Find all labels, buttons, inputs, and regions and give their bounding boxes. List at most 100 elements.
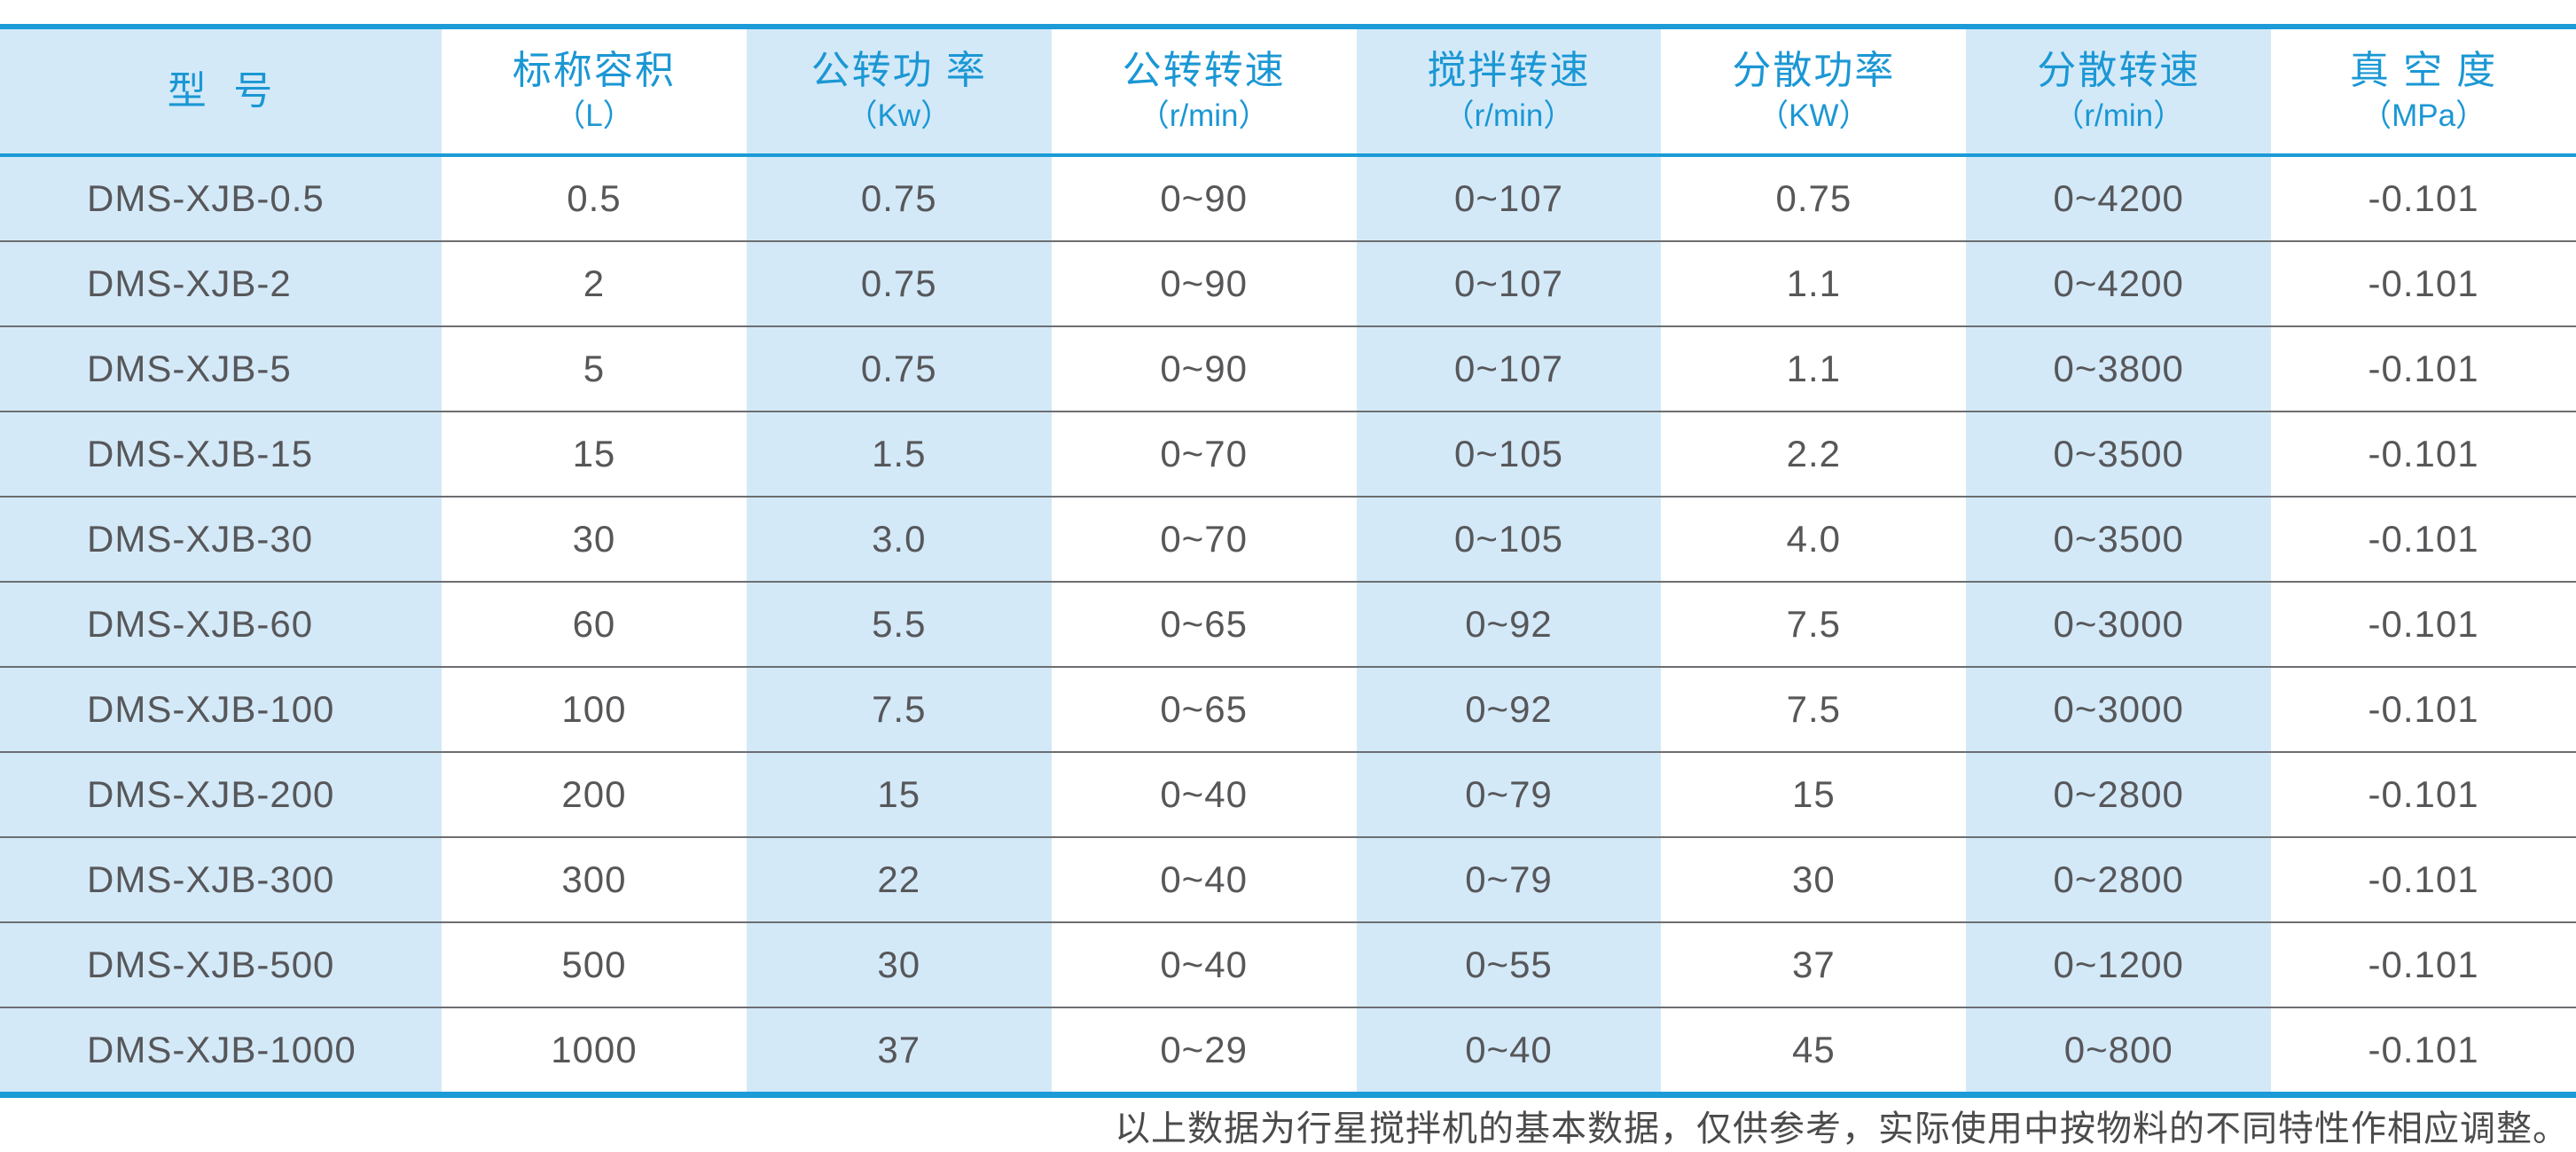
column-header-revolution-power: 公转功 率 （Kw） [746,29,1052,153]
column-header-unit: （L） [554,98,634,133]
cell-stirring-speed: 0~79 [1356,838,1662,921]
cell-nominal-volume: 1000 [442,1008,747,1092]
column-header-unit: （Kw） [846,98,952,133]
cell-stirring-speed: 0~92 [1356,668,1662,751]
table-body: DMS-XJB-0.5 0.5 0.75 0~90 0~107 0.75 0~4200 -0.… [0,157,2576,1092]
column-header-label: 公转功 率 [810,48,987,92]
cell-revolution-speed: 0~65 [1051,583,1357,666]
footnote: 以上数据为行星搅拌机的基本数据，仅供参考，实际使用中按物料的不同特性作相应调整。 [1115,1109,2569,1149]
cell-revolution-speed: 0~40 [1051,923,1357,1007]
cell-vacuum: -0.101 [2271,753,2576,836]
cell-vacuum: -0.101 [2271,583,2576,666]
cell-nominal-volume: 0.5 [442,157,747,240]
table-row: DMS-XJB-15 15 1.5 0~70 0~105 2.2 0~3500 -0.101 [0,411,2576,496]
cell-vacuum: -0.101 [2271,923,2576,1007]
column-header-stirring-speed: 搅拌转速 （r/min） [1356,29,1662,153]
cell-dispersion-power: 15 [1661,753,1967,836]
cell-vacuum: -0.101 [2271,1008,2576,1092]
column-header-unit: （r/min） [1138,98,1270,133]
cell-vacuum: -0.101 [2271,412,2576,496]
cell-revolution-power: 30 [746,923,1052,1007]
cell-dispersion-power: 4.0 [1661,498,1967,581]
column-header-vacuum: 真 空 度 （MPa） [2271,29,2576,153]
column-header-unit: （r/min） [2053,98,2185,133]
cell-dispersion-power: 2.2 [1661,412,1967,496]
cell-model: DMS-XJB-1000 [0,1008,442,1092]
cell-nominal-volume: 30 [442,498,747,581]
cell-revolution-speed: 0~70 [1051,412,1357,496]
cell-dispersion-power: 0.75 [1661,157,1967,240]
cell-dispersion-power: 1.1 [1661,242,1967,325]
column-header-model: 型 号 [0,29,442,153]
cell-vacuum: -0.101 [2271,157,2576,240]
cell-nominal-volume: 200 [442,753,747,836]
cell-model: DMS-XJB-15 [0,412,442,496]
cell-model: DMS-XJB-200 [0,753,442,836]
cell-dispersion-speed: 0~3000 [1966,583,2272,666]
cell-stirring-speed: 0~55 [1356,923,1662,1007]
cell-dispersion-speed: 0~1200 [1966,923,2272,1007]
column-header-label: 公转转速 [1122,48,1286,92]
table-top-border [0,24,2576,29]
cell-revolution-speed: 0~29 [1051,1008,1357,1092]
cell-model: DMS-XJB-300 [0,838,442,921]
cell-nominal-volume: 60 [442,583,747,666]
cell-vacuum: -0.101 [2271,838,2576,921]
cell-revolution-speed: 0~40 [1051,753,1357,836]
cell-revolution-power: 15 [746,753,1052,836]
cell-stirring-speed: 0~105 [1356,498,1662,581]
column-header-unit: （KW） [1758,98,1870,133]
cell-dispersion-speed: 0~3500 [1966,412,2272,496]
cell-stirring-speed: 0~40 [1356,1008,1662,1092]
cell-model: DMS-XJB-60 [0,583,442,666]
column-header-nominal-volume: 标称容积 （L） [442,29,747,153]
column-header-unit: （MPa） [2361,98,2487,133]
cell-stirring-speed: 0~79 [1356,753,1662,836]
cell-vacuum: -0.101 [2271,327,2576,411]
table-header-row: 型 号 标称容积 （L） 公转功 率 （Kw） 公转转速 （r/min） 搅拌转速 （r/min… [0,29,2576,153]
column-header-label: 分散转速 [2037,48,2201,92]
cell-stirring-speed: 0~107 [1356,157,1662,240]
column-header-label: 分散功率 [1732,48,1896,92]
cell-nominal-volume: 5 [442,327,747,411]
cell-revolution-power: 0.75 [746,157,1052,240]
cell-dispersion-power: 30 [1661,838,1967,921]
cell-dispersion-power: 7.5 [1661,668,1967,751]
column-header-label: 标称容积 [512,48,676,92]
cell-dispersion-speed: 0~800 [1966,1008,2272,1092]
table-bottom-border [0,1092,2576,1098]
cell-revolution-speed: 0~90 [1051,157,1357,240]
cell-nominal-volume: 300 [442,838,747,921]
column-header-revolution-speed: 公转转速 （r/min） [1051,29,1357,153]
table-row: DMS-XJB-500 500 30 0~40 0~55 37 0~1200 -0.101 [0,921,2576,1007]
column-header-dispersion-speed: 分散转速 （r/min） [1966,29,2272,153]
cell-revolution-speed: 0~65 [1051,668,1357,751]
header-separator [0,153,2576,157]
cell-model: DMS-XJB-30 [0,498,442,581]
cell-nominal-volume: 500 [442,923,747,1007]
spec-table: 型 号 标称容积 （L） 公转功 率 （Kw） 公转转速 （r/min） 搅拌转速 （r/min… [0,24,2576,1098]
cell-dispersion-power: 7.5 [1661,583,1967,666]
cell-dispersion-speed: 0~3500 [1966,498,2272,581]
cell-nominal-volume: 100 [442,668,747,751]
column-header-label: 型 号 [167,68,275,113]
cell-nominal-volume: 2 [442,242,747,325]
cell-dispersion-speed: 0~4200 [1966,157,2272,240]
cell-stirring-speed: 0~92 [1356,583,1662,666]
cell-dispersion-speed: 0~4200 [1966,242,2272,325]
cell-vacuum: -0.101 [2271,668,2576,751]
cell-model: DMS-XJB-2 [0,242,442,325]
cell-vacuum: -0.101 [2271,242,2576,325]
column-header-dispersion-power: 分散功率 （KW） [1661,29,1967,153]
cell-revolution-speed: 0~90 [1051,242,1357,325]
cell-stirring-speed: 0~107 [1356,327,1662,411]
cell-vacuum: -0.101 [2271,498,2576,581]
cell-dispersion-speed: 0~3800 [1966,327,2272,411]
cell-revolution-power: 3.0 [746,498,1052,581]
table-row: DMS-XJB-0.5 0.5 0.75 0~90 0~107 0.75 0~4200 -0.… [0,157,2576,240]
cell-model: DMS-XJB-0.5 [0,157,442,240]
cell-revolution-power: 7.5 [746,668,1052,751]
table-row: DMS-XJB-30 30 3.0 0~70 0~105 4.0 0~3500 -0.101 [0,496,2576,581]
cell-revolution-speed: 0~70 [1051,498,1357,581]
cell-stirring-speed: 0~107 [1356,242,1662,325]
